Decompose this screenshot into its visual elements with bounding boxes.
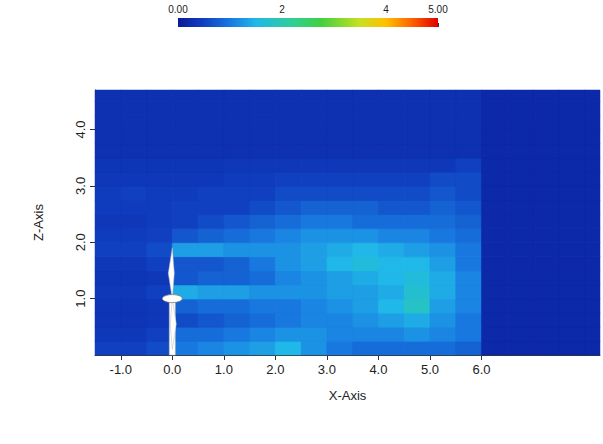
svg-text:4.0: 4.0: [73, 120, 88, 138]
svg-text:Z-Axis: Z-Axis: [31, 204, 46, 241]
svg-text:0.00: 0.00: [168, 4, 188, 15]
svg-text:5.00: 5.00: [428, 4, 448, 15]
svg-text:0.0: 0.0: [163, 362, 181, 377]
svg-text:4.0: 4.0: [369, 362, 387, 377]
svg-text:5.0: 5.0: [421, 362, 439, 377]
svg-text:2.0: 2.0: [266, 362, 284, 377]
svg-text:3.0: 3.0: [73, 177, 88, 195]
svg-text:3.0: 3.0: [318, 362, 336, 377]
svg-text:6.0: 6.0: [472, 362, 490, 377]
svg-text:1.0: 1.0: [215, 362, 233, 377]
svg-text:1.0: 1.0: [73, 290, 88, 308]
svg-text:2.0: 2.0: [73, 233, 88, 251]
svg-text:2: 2: [279, 4, 285, 15]
svg-text:-1.0: -1.0: [110, 362, 132, 377]
svg-text:4: 4: [383, 4, 389, 15]
svg-text:X-Axis: X-Axis: [329, 388, 367, 403]
